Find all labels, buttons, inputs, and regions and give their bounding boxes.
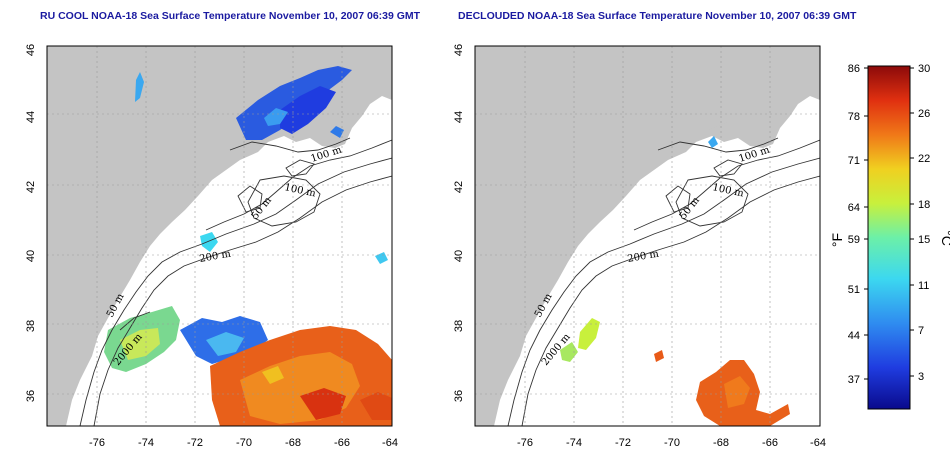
left-panel-title: RU COOL NOAA-18 Sea Surface Temperature …	[40, 10, 421, 22]
lat-tick: 40	[453, 250, 465, 262]
fahrenheit-tick: 37	[848, 374, 860, 386]
right-lon-axis: -76 -74 -72 -70 -68 -66 -64	[517, 437, 826, 449]
lon-tick: -66	[334, 437, 350, 449]
sst-clear-patches	[560, 136, 790, 426]
celsius-tick: 7	[918, 325, 924, 337]
celsius-tick: 11	[918, 280, 929, 292]
right-panel-title: DECLOUDED NOAA-18 Sea Surface Temperatur…	[458, 10, 857, 22]
lat-tick: 42	[453, 181, 465, 193]
lon-tick: -76	[517, 437, 533, 449]
lon-tick: -74	[566, 437, 582, 449]
celsius-unit-label: °C	[939, 230, 950, 246]
lat-tick: 44	[25, 111, 37, 123]
lat-tick: 38	[453, 320, 465, 332]
lon-tick: -72	[615, 437, 631, 449]
fahrenheit-unit-label: °F	[829, 233, 845, 247]
lat-tick: 36	[453, 390, 465, 402]
fahrenheit-tick: 86	[848, 63, 860, 75]
lon-tick: -68	[285, 437, 301, 449]
lon-tick: -74	[138, 437, 154, 449]
lat-tick: 38	[25, 320, 37, 332]
map-gridlines	[47, 46, 392, 426]
right-sst-map: 100 m 100 m 50 m 200 m 50 m 2000 m -76 -…	[453, 44, 826, 449]
left-sst-map: 100 m 100 m 50 m 200 m 50 m 2000 m -76 -…	[25, 44, 398, 449]
lat-tick: 40	[25, 250, 37, 262]
lon-tick: -70	[236, 437, 252, 449]
lat-tick: 42	[25, 181, 37, 193]
lat-tick: 46	[25, 44, 37, 56]
map-gridlines	[475, 46, 820, 426]
lon-tick: -64	[810, 437, 826, 449]
celsius-tick: 30	[918, 63, 930, 75]
left-lat-axis: 46 44 42 40 38 36	[25, 44, 37, 402]
fahrenheit-tick: 71	[848, 155, 860, 167]
nova-scotia	[666, 70, 798, 136]
lon-tick: -76	[89, 437, 105, 449]
land-mass	[47, 46, 392, 426]
fahrenheit-tick: 44	[848, 330, 860, 342]
fahrenheit-tick: 51	[848, 284, 860, 296]
lon-tick: -64	[382, 437, 398, 449]
celsius-tick: 15	[918, 234, 930, 246]
lon-tick: -68	[713, 437, 729, 449]
temperature-colorbar: 86 78 71 64 59 51 44 37 30 26 22 18 15 1…	[829, 63, 950, 410]
celsius-tick: 26	[918, 108, 930, 120]
fahrenheit-tick: 64	[848, 202, 860, 214]
land-mass	[475, 46, 820, 426]
celsius-tick: 3	[918, 371, 924, 383]
lat-tick: 46	[453, 44, 465, 56]
lon-tick: -66	[762, 437, 778, 449]
left-lon-axis: -76 -74 -72 -70 -68 -66 -64	[89, 437, 398, 449]
celsius-tick: 18	[918, 199, 930, 211]
lat-tick: 44	[453, 111, 465, 123]
colorbar-gradient	[867, 65, 911, 410]
lon-tick: -72	[187, 437, 203, 449]
sst-cloud-patches	[104, 66, 392, 426]
fahrenheit-tick: 59	[848, 234, 860, 246]
lon-tick: -70	[664, 437, 680, 449]
fahrenheit-tick: 78	[848, 111, 860, 123]
lat-tick: 36	[25, 390, 37, 402]
right-lat-axis: 46 44 42 40 38 36	[453, 44, 465, 402]
celsius-tick: 22	[918, 153, 930, 165]
